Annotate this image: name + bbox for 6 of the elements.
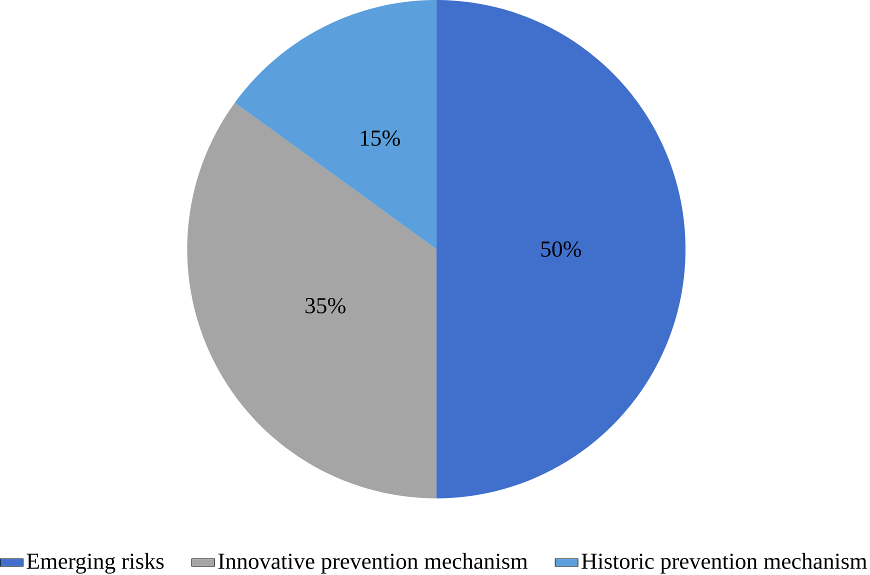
- legend-label: Emerging risks: [26, 552, 164, 574]
- data-label: 35%: [306, 298, 346, 314]
- data-label: 50%: [541, 242, 582, 257]
- legend-label: Innovative prevention mechanism: [218, 552, 528, 574]
- legend-label: Historic prevention mechanism: [582, 552, 867, 574]
- data-label: 15%: [360, 130, 400, 146]
